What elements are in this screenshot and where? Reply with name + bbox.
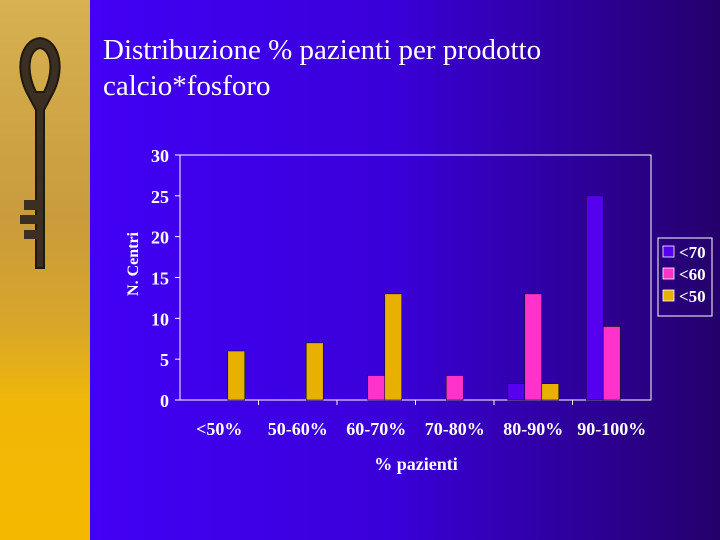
x-axis-ticks: <50% 50-60% 60-70% 70-80% 80-90% 90-100%	[196, 400, 646, 439]
bar-2-3	[367, 375, 386, 401]
bar-3-3	[384, 293, 403, 401]
y-axis-ticks: 0 5 10 15 20 25 30	[151, 146, 180, 411]
bar-2-4	[445, 375, 464, 401]
decorative-left-strip	[0, 0, 90, 540]
bar-2-5	[524, 293, 543, 401]
x-tick-label: 70-80%	[425, 419, 485, 439]
legend-label-2: <60	[679, 265, 706, 284]
bar-2-6	[602, 326, 621, 401]
y-tick-label: 10	[151, 309, 169, 329]
key-icon	[19, 36, 61, 269]
title-line-1: Distribuzione % pazienti per prodotto	[103, 34, 542, 66]
bars	[227, 195, 621, 401]
bar-1-5	[507, 383, 526, 401]
legend-label-1: <70	[679, 243, 706, 262]
x-tick-label: 80-90%	[503, 419, 563, 439]
x-tick-label: 50-60%	[268, 419, 328, 439]
x-tick-label: <50%	[196, 419, 242, 439]
legend-swatch-3	[662, 289, 675, 302]
y-tick-label: 20	[151, 228, 169, 248]
legend-swatch-2	[662, 267, 675, 280]
x-axis-title: % pazienti	[374, 454, 458, 474]
y-tick-label: 30	[151, 146, 169, 166]
y-axis-title: N. Centri	[125, 231, 142, 296]
legend: <70 <60 <50	[657, 237, 713, 317]
bar-1-6	[585, 195, 604, 401]
y-tick-label: 15	[151, 269, 169, 289]
bar-3-5	[541, 383, 560, 401]
bar-3-2	[305, 342, 324, 401]
legend-label-3: <50	[679, 287, 706, 306]
title-line-2: calcio*fosforo	[103, 70, 271, 102]
legend-box	[657, 237, 713, 317]
y-tick-label: 0	[160, 391, 169, 411]
bar-3-1	[227, 350, 246, 401]
legend-swatch-1	[662, 245, 675, 258]
y-tick-label: 5	[160, 350, 169, 370]
x-tick-label: 60-70%	[346, 419, 406, 439]
page-title: Distribuzione % pazienti per prodotto ca…	[103, 32, 703, 104]
x-tick-label: 90-100%	[577, 419, 646, 439]
plot-area	[179, 154, 652, 401]
y-tick-label: 25	[151, 187, 169, 207]
